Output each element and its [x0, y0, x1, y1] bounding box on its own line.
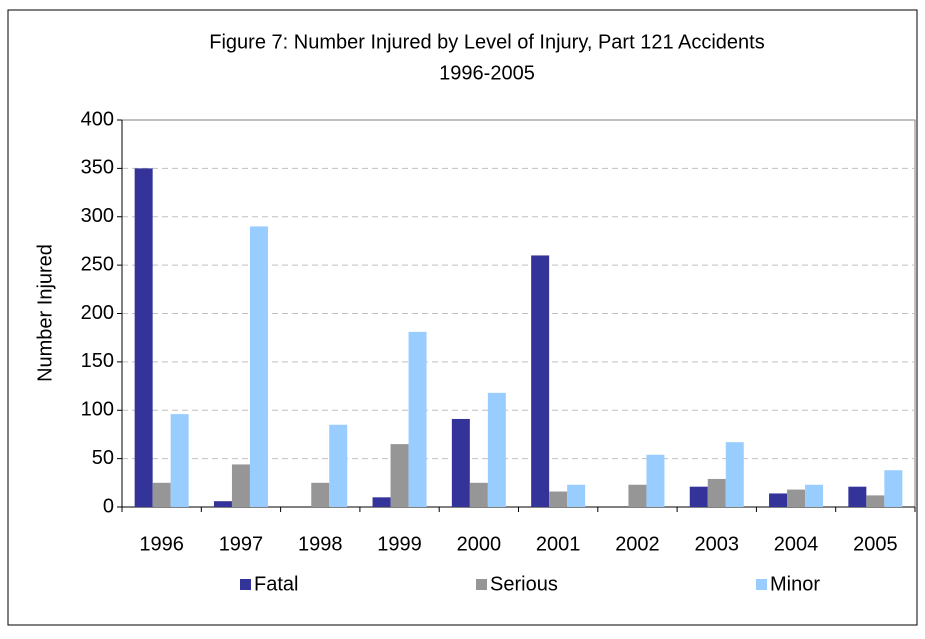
bar [311, 482, 330, 507]
legend-swatch [240, 579, 251, 590]
bar [329, 424, 348, 507]
x-tick-label: 2003 [695, 533, 740, 555]
bar [725, 442, 744, 507]
y-tick-label: 300 [81, 205, 114, 227]
y-tick-label: 150 [81, 350, 114, 372]
bar [390, 444, 409, 507]
legend-label: Minor [770, 573, 820, 595]
bar [787, 489, 806, 507]
y-tick-label: 250 [81, 253, 114, 275]
x-tick-label: 1999 [377, 533, 422, 555]
bar [231, 464, 250, 507]
y-tick-label: 350 [81, 157, 114, 179]
bar [469, 482, 488, 507]
x-tick-label: 2000 [457, 533, 502, 555]
x-tick-label: 1997 [219, 533, 264, 555]
bar [549, 491, 568, 507]
y-tick-label: 0 [103, 495, 114, 517]
bar [249, 226, 268, 508]
legend-label: Serious [490, 573, 558, 595]
bar [866, 495, 885, 507]
bar [531, 255, 550, 507]
x-tick-label: 1998 [298, 533, 343, 555]
bar [152, 482, 171, 507]
bar [408, 331, 427, 507]
x-tick-label: 2001 [536, 533, 581, 555]
x-tick-label: 2004 [774, 533, 819, 555]
x-tick-label: 2002 [615, 533, 660, 555]
y-tick-label: 200 [81, 302, 114, 324]
x-tick-label: 2005 [853, 533, 898, 555]
bar [628, 484, 647, 507]
legend-swatch [756, 579, 767, 590]
chart-title: Figure 7: Number Injured by Level of Inj… [209, 31, 764, 53]
bar [213, 501, 232, 507]
bar [170, 414, 189, 507]
chart-subtitle: 1996-2005 [439, 62, 535, 84]
bar [848, 486, 867, 507]
legend-label: Fatal [254, 573, 298, 595]
legend-swatch [476, 579, 487, 590]
bar [769, 493, 788, 507]
bar [805, 484, 824, 507]
bar [451, 418, 470, 507]
x-tick-label: 1996 [139, 533, 184, 555]
bar [134, 168, 153, 507]
bar [707, 478, 726, 507]
y-tick-label: 400 [81, 108, 114, 130]
bar [689, 486, 708, 507]
bar [372, 497, 391, 507]
y-tick-label: 50 [92, 447, 114, 469]
bar [567, 484, 586, 507]
bar [884, 470, 903, 507]
y-tick-label: 100 [81, 399, 114, 421]
bar [646, 454, 665, 507]
bar [487, 392, 506, 507]
y-axis-label: Number Injured [34, 244, 56, 382]
